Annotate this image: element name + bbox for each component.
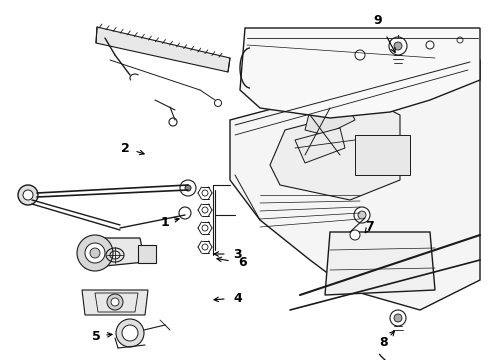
Circle shape <box>18 185 38 205</box>
Circle shape <box>354 50 364 60</box>
Text: 3: 3 <box>233 248 242 261</box>
FancyBboxPatch shape <box>138 245 156 263</box>
Polygon shape <box>82 290 148 315</box>
Polygon shape <box>240 28 479 118</box>
Polygon shape <box>269 105 399 200</box>
Text: 2: 2 <box>121 141 129 154</box>
FancyBboxPatch shape <box>354 135 409 175</box>
Circle shape <box>357 211 365 219</box>
Circle shape <box>202 225 207 231</box>
Polygon shape <box>294 128 345 163</box>
Circle shape <box>202 190 207 196</box>
Circle shape <box>393 42 401 50</box>
Circle shape <box>202 244 207 250</box>
Circle shape <box>353 207 369 223</box>
Text: 9: 9 <box>373 14 382 27</box>
Polygon shape <box>325 232 434 295</box>
Circle shape <box>425 41 433 49</box>
Text: 1: 1 <box>160 216 169 229</box>
Circle shape <box>180 180 196 196</box>
Text: 6: 6 <box>238 256 247 270</box>
Polygon shape <box>305 100 354 135</box>
Text: 5: 5 <box>91 329 100 342</box>
Circle shape <box>90 248 100 258</box>
Circle shape <box>349 230 359 240</box>
Circle shape <box>122 325 138 341</box>
Circle shape <box>107 294 123 310</box>
Circle shape <box>116 319 143 347</box>
Circle shape <box>111 298 119 306</box>
Polygon shape <box>229 55 479 310</box>
Circle shape <box>393 314 401 322</box>
Circle shape <box>179 207 191 219</box>
Circle shape <box>85 243 105 263</box>
Text: 7: 7 <box>365 220 374 233</box>
Circle shape <box>184 185 191 191</box>
Text: 8: 8 <box>379 337 387 350</box>
Circle shape <box>202 207 207 213</box>
Polygon shape <box>96 27 229 72</box>
Polygon shape <box>85 238 145 268</box>
Circle shape <box>23 190 33 200</box>
Text: 4: 4 <box>233 292 242 305</box>
Circle shape <box>389 310 405 326</box>
Circle shape <box>388 37 406 55</box>
Circle shape <box>77 235 113 271</box>
